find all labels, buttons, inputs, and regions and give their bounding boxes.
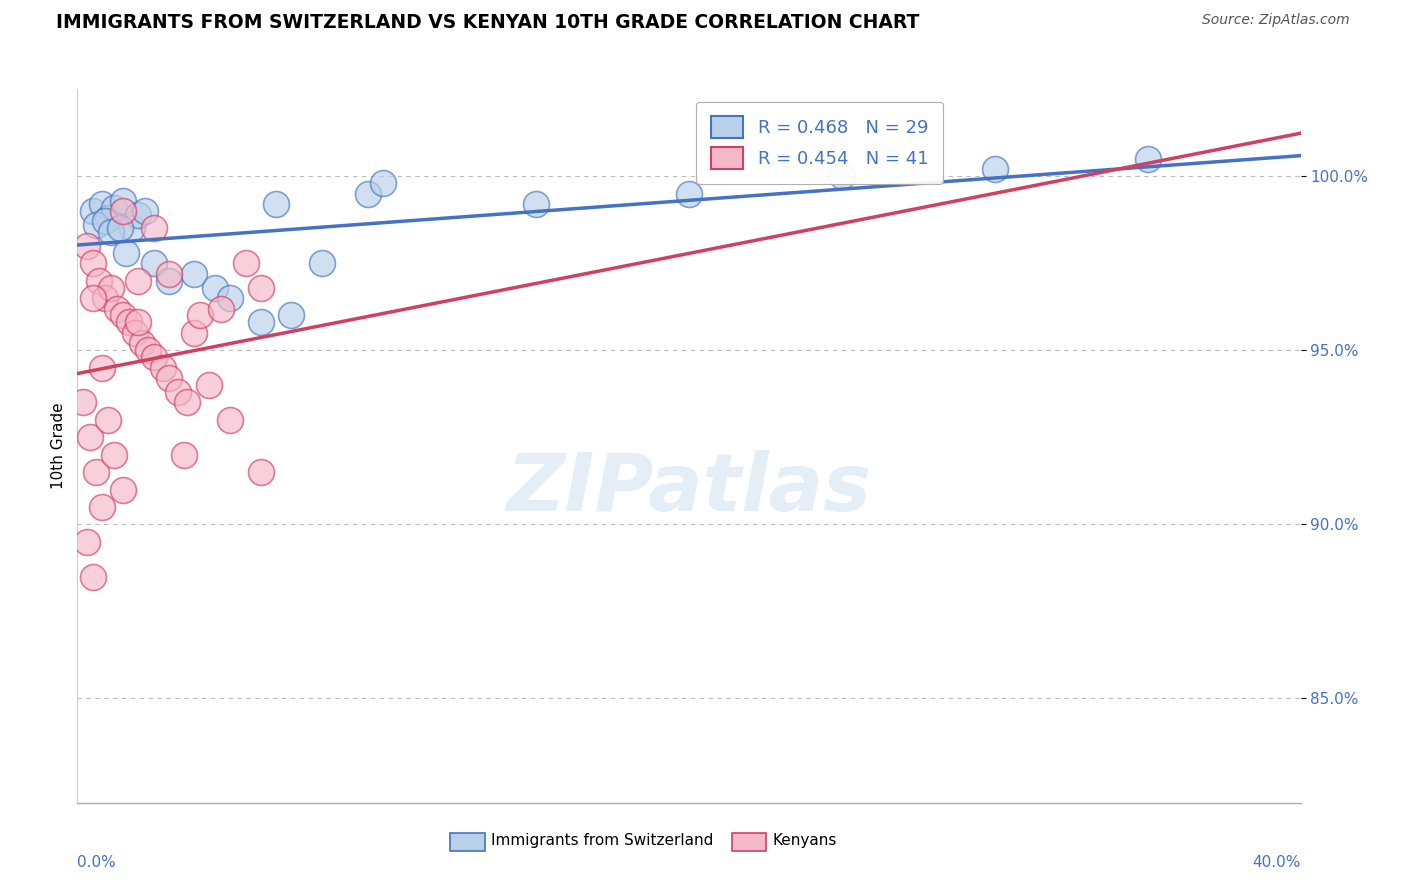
Text: Immigrants from Switzerland: Immigrants from Switzerland [491,833,713,848]
Point [280,309,302,323]
Point [82,204,104,219]
Point [72,395,94,409]
Point [188,309,211,323]
Point [984,162,1007,177]
Legend: R = 0.468   N = 29, R = 0.454   N = 41: R = 0.468 N = 29, R = 0.454 N = 41 [696,102,943,184]
Point [112,309,135,323]
Point [127,207,149,221]
Point [311,256,333,270]
Point [136,343,159,358]
Point [90,500,112,514]
Point [82,569,104,583]
Point [112,483,135,497]
Point [264,197,287,211]
Point [678,186,700,201]
Point [167,385,190,400]
Point [183,326,205,340]
Point [82,291,104,305]
Point [250,465,273,479]
Point [76,534,98,549]
Point [115,245,138,260]
Text: 0.0%: 0.0% [77,855,117,870]
Point [152,360,174,375]
Point [84,465,107,479]
Point [103,201,125,215]
Point [76,239,98,253]
Point [103,448,125,462]
Point [1136,152,1159,166]
Y-axis label: 10th Grade: 10th Grade [51,402,66,490]
Point [105,301,128,316]
Point [142,221,165,235]
Point [219,413,242,427]
Text: 40.0%: 40.0% [1253,855,1301,870]
Point [219,291,242,305]
Point [118,315,141,329]
Point [90,360,112,375]
Text: Source: ZipAtlas.com: Source: ZipAtlas.com [1202,13,1350,28]
Point [357,186,380,201]
Point [127,315,149,329]
Text: IMMIGRANTS FROM SWITZERLAND VS KENYAN 10TH GRADE CORRELATION CHART: IMMIGRANTS FROM SWITZERLAND VS KENYAN 10… [56,13,920,32]
Point [134,204,156,219]
Point [121,221,143,235]
Point [176,395,198,409]
Point [235,256,257,270]
Point [87,274,110,288]
Point [97,211,120,225]
Point [84,218,107,232]
Point [94,214,117,228]
Text: ZIPatlas: ZIPatlas [506,450,872,528]
Point [82,256,104,270]
Point [100,280,122,294]
Point [371,176,394,190]
Point [250,280,273,294]
Point [157,267,180,281]
Point [173,448,195,462]
Point [124,326,146,340]
Point [90,197,112,211]
Point [183,267,205,281]
Point [127,274,149,288]
Point [209,301,232,316]
Point [198,378,221,392]
Point [204,280,226,294]
Point [94,291,117,305]
Point [100,225,122,239]
Text: Kenyans: Kenyans [772,833,837,848]
Point [108,221,131,235]
FancyBboxPatch shape [450,833,485,851]
Point [131,336,153,351]
FancyBboxPatch shape [731,833,766,851]
Point [157,274,180,288]
Point [79,430,101,444]
Point [831,169,853,184]
Point [112,204,135,219]
Point [157,371,180,385]
Point [97,413,120,427]
Point [250,315,273,329]
Point [142,350,165,364]
Point [112,194,135,208]
Point [142,256,165,270]
Point [524,197,547,211]
